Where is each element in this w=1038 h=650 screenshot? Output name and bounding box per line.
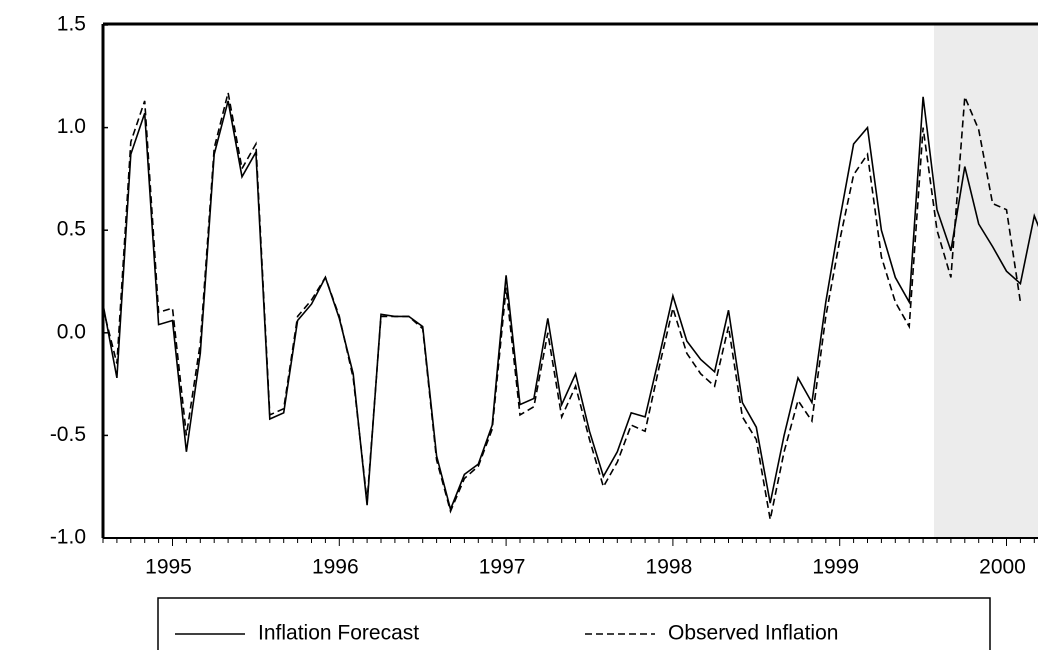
forecast-shade <box>934 25 1038 538</box>
y-tick-label: -0.5 <box>50 423 86 446</box>
series-line <box>103 92 1022 520</box>
x-tick-label: 2000 <box>979 556 1026 579</box>
legend-label: Observed Inflation <box>668 622 838 645</box>
plot-area <box>103 92 1038 520</box>
y-tick-label: -1.0 <box>50 526 86 549</box>
legend-label: Inflation Forecast <box>258 622 419 645</box>
y-tick-label: 1.0 <box>57 115 86 138</box>
series-line <box>103 96 1038 512</box>
legend <box>157 597 991 650</box>
y-tick-label: 1.5 <box>57 13 86 36</box>
x-tick-label: 1998 <box>646 556 693 579</box>
y-tick-label: 0.5 <box>57 218 86 241</box>
y-tick-label: 0.0 <box>57 320 86 343</box>
x-tick-label: 1999 <box>812 556 859 579</box>
x-tick-label: 1997 <box>479 556 526 579</box>
x-tick-label: 1996 <box>312 556 359 579</box>
x-tick-label: 1995 <box>145 556 192 579</box>
